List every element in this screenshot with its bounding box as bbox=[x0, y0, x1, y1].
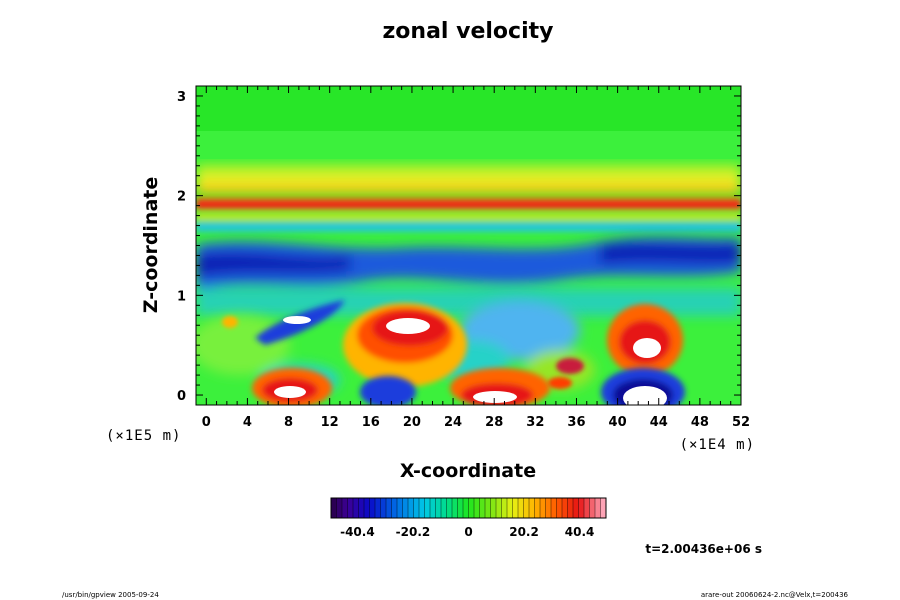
colorbar-frame bbox=[330, 497, 607, 519]
x-tick-label: 40 bbox=[609, 415, 627, 430]
colorbar-bin bbox=[551, 498, 557, 518]
x-tick-label: 20 bbox=[403, 415, 421, 430]
colorbar-bin bbox=[430, 498, 436, 518]
colorbar-bin bbox=[386, 498, 392, 518]
x-unit-label: (×1E4 m) bbox=[680, 437, 755, 453]
colorbar bbox=[330, 497, 607, 519]
colorbar-bin bbox=[457, 498, 464, 518]
colorbar-bin bbox=[446, 498, 453, 518]
x-axis-label: X-coordinate bbox=[400, 460, 536, 482]
colorbar-bin bbox=[364, 498, 370, 518]
y-unit-label: (×1E5 m) bbox=[106, 428, 181, 444]
x-tick-label: 36 bbox=[567, 415, 585, 430]
colorbar-bin bbox=[523, 498, 530, 518]
colorbar-bin bbox=[419, 498, 425, 518]
colorbar-bin bbox=[413, 498, 420, 518]
colorbar-bin bbox=[490, 498, 497, 518]
colorbar-ticks: -40.4 -20.2 0 20.2 40.4 bbox=[340, 525, 594, 539]
chart-title: zonal velocity bbox=[383, 19, 554, 44]
colorbar-bin bbox=[358, 498, 365, 518]
y-tick-label: 3 bbox=[177, 90, 186, 105]
colorbar-bin bbox=[474, 498, 480, 518]
colorbar-bin bbox=[567, 498, 574, 518]
footer-right: arare-out 20060624-2.nc@Velx,t=200436 bbox=[701, 591, 849, 599]
colorbar-bin bbox=[331, 498, 337, 518]
x-tick-label: 12 bbox=[321, 415, 339, 430]
colorbar-tick-label: -40.4 bbox=[340, 525, 375, 539]
colorbar-bin bbox=[600, 498, 607, 518]
colorbar-bin bbox=[545, 498, 552, 518]
colorbar-bin bbox=[408, 498, 414, 518]
x-tick-label: 52 bbox=[732, 415, 750, 430]
colorbar-bin bbox=[507, 498, 513, 518]
colorbar-bin bbox=[573, 498, 579, 518]
colorbar-bin bbox=[424, 498, 431, 518]
colorbar-bin bbox=[534, 498, 541, 518]
y-tick-label: 1 bbox=[177, 289, 186, 304]
colorbar-bin bbox=[336, 498, 343, 518]
x-axis: 0 4 8 12 16 20 24 28 32 36 40 44 48 52 bbox=[195, 86, 750, 430]
footer-left: /usr/bin/gpview 2005-09-24 bbox=[62, 591, 159, 599]
colorbar-bin bbox=[584, 498, 590, 518]
colorbar-bin bbox=[501, 498, 508, 518]
colorbar-bin bbox=[353, 498, 359, 518]
colorbar-bin bbox=[452, 498, 458, 518]
colorbar-bin bbox=[496, 498, 502, 518]
x-tick-label: 32 bbox=[526, 415, 544, 430]
colorbar-bin bbox=[347, 498, 354, 518]
colorbar-bin bbox=[463, 498, 469, 518]
y-tick-label: 2 bbox=[177, 190, 186, 205]
x-tick-label: 4 bbox=[243, 415, 252, 430]
colorbar-bin bbox=[468, 498, 475, 518]
colorbar-bin bbox=[435, 498, 442, 518]
colorbar-bin bbox=[518, 498, 524, 518]
colorbar-bin bbox=[479, 498, 486, 518]
colorbar-bin bbox=[595, 498, 601, 518]
colorbar-bin bbox=[391, 498, 398, 518]
colorbar-bin bbox=[556, 498, 563, 518]
x-tick-label: 24 bbox=[444, 415, 462, 430]
colorbar-bin bbox=[589, 498, 596, 518]
colorbar-tick-label: 0 bbox=[464, 525, 472, 539]
colorbar-tick-label: -20.2 bbox=[396, 525, 431, 539]
colorbar-bin bbox=[562, 498, 568, 518]
colorbar-tick-label: 20.2 bbox=[509, 525, 539, 539]
x-tick-label: 48 bbox=[691, 415, 709, 430]
x-tick-label: 44 bbox=[650, 415, 668, 430]
colorbar-bin bbox=[578, 498, 585, 518]
heatmap-field bbox=[196, 86, 741, 405]
x-tick-label: 8 bbox=[284, 415, 293, 430]
colorbar-bin bbox=[342, 498, 348, 518]
time-label: t=2.00436e+06 s bbox=[645, 542, 762, 556]
colorbar-tick-label: 40.4 bbox=[565, 525, 595, 539]
colorbar-bin bbox=[512, 498, 519, 518]
colorbar-bin bbox=[540, 498, 546, 518]
x-tick-label: 28 bbox=[485, 415, 503, 430]
colorbar-bin bbox=[402, 498, 409, 518]
colorbar-bin bbox=[485, 498, 491, 518]
x-tick-label: 0 bbox=[202, 415, 211, 430]
colorbar-bin bbox=[375, 498, 381, 518]
colorbar-bin bbox=[441, 498, 447, 518]
colorbar-bin bbox=[397, 498, 403, 518]
colorbar-bin bbox=[529, 498, 535, 518]
colorbar-bin bbox=[380, 498, 387, 518]
x-tick-label: 16 bbox=[362, 415, 380, 430]
y-axis: 0 1 2 3 bbox=[177, 85, 741, 406]
y-tick-label: 0 bbox=[177, 389, 186, 404]
colorbar-bin bbox=[369, 498, 376, 518]
y-axis-label: Z-coordinate bbox=[140, 177, 162, 314]
